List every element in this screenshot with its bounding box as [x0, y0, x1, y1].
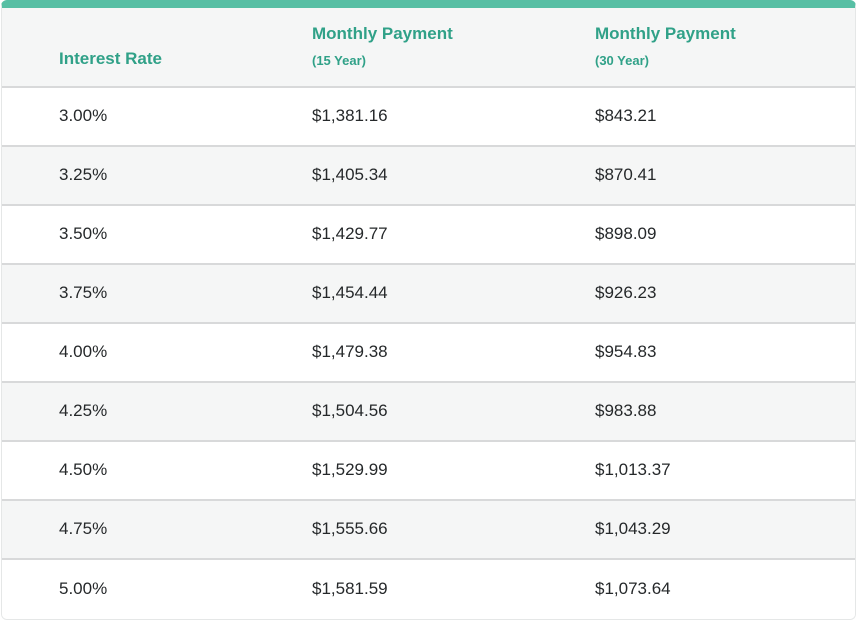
payment-15yr-value: $1,429.77	[312, 224, 388, 244]
payment-30yr-value: $1,073.64	[595, 579, 671, 599]
payment-30yr-value: $843.21	[595, 106, 657, 126]
payment-15yr-value: $1,405.34	[312, 165, 388, 185]
table-row: 3.75% $1,454.44 $926.23	[2, 265, 855, 324]
payment-30yr-value: $954.83	[595, 342, 657, 362]
column-header-sublabel: (30 Year)	[595, 53, 649, 69]
table-header-row: Interest Rate Monthly Payment (15 Year) …	[2, 8, 855, 88]
payment-15yr-value: $1,581.59	[312, 579, 388, 599]
payment-15yr-value: $1,381.16	[312, 106, 388, 126]
column-header-payment-15yr: Monthly Payment (15 Year)	[255, 24, 538, 69]
interest-rate-value: 4.75%	[59, 519, 108, 539]
table-row: 3.00% $1,381.16 $843.21	[2, 88, 855, 147]
table-row: 3.25% $1,405.34 $870.41	[2, 147, 855, 206]
payment-30yr-value: $926.23	[595, 283, 657, 303]
payment-15yr-value: $1,529.99	[312, 460, 388, 480]
interest-rate-value: 3.25%	[59, 165, 108, 185]
table-row: 5.00% $1,581.59 $1,073.64	[2, 560, 855, 619]
table-row: 4.00% $1,479.38 $954.83	[2, 324, 855, 383]
table-body: 3.00% $1,381.16 $843.21 3.25% $1,405.34 …	[2, 88, 855, 619]
interest-rate-value: 4.25%	[59, 401, 108, 421]
payment-15yr-value: $1,555.66	[312, 519, 388, 539]
table-row: 4.25% $1,504.56 $983.88	[2, 383, 855, 442]
payment-15yr-value: $1,504.56	[312, 401, 388, 421]
column-header-sublabel: (15 Year)	[312, 53, 366, 69]
interest-rate-value: 3.00%	[59, 106, 108, 126]
table-row: 4.50% $1,529.99 $1,013.37	[2, 442, 855, 501]
payment-15yr-value: $1,479.38	[312, 342, 388, 362]
payment-30yr-value: $1,013.37	[595, 460, 671, 480]
payment-30yr-value: $1,043.29	[595, 519, 671, 539]
interest-rate-value: 4.00%	[59, 342, 108, 362]
payment-30yr-value: $898.09	[595, 224, 657, 244]
interest-rate-value: 5.00%	[59, 579, 108, 599]
payment-30yr-value: $870.41	[595, 165, 657, 185]
column-header-label: Monthly Payment	[595, 24, 736, 44]
table-row: 3.50% $1,429.77 $898.09	[2, 206, 855, 265]
payment-30yr-value: $983.88	[595, 401, 657, 421]
column-header-label: Interest Rate	[59, 48, 162, 68]
table-row: 4.75% $1,555.66 $1,043.29	[2, 501, 855, 560]
interest-rate-value: 3.75%	[59, 283, 108, 303]
column-header-interest-rate: Interest Rate	[2, 49, 255, 69]
mortgage-rate-table: Interest Rate Monthly Payment (15 Year) …	[1, 0, 856, 620]
column-header-label: Monthly Payment	[312, 24, 453, 44]
interest-rate-value: 4.50%	[59, 460, 108, 480]
payment-15yr-value: $1,454.44	[312, 283, 388, 303]
interest-rate-value: 3.50%	[59, 224, 108, 244]
column-header-payment-30yr: Monthly Payment (30 Year)	[538, 24, 855, 69]
